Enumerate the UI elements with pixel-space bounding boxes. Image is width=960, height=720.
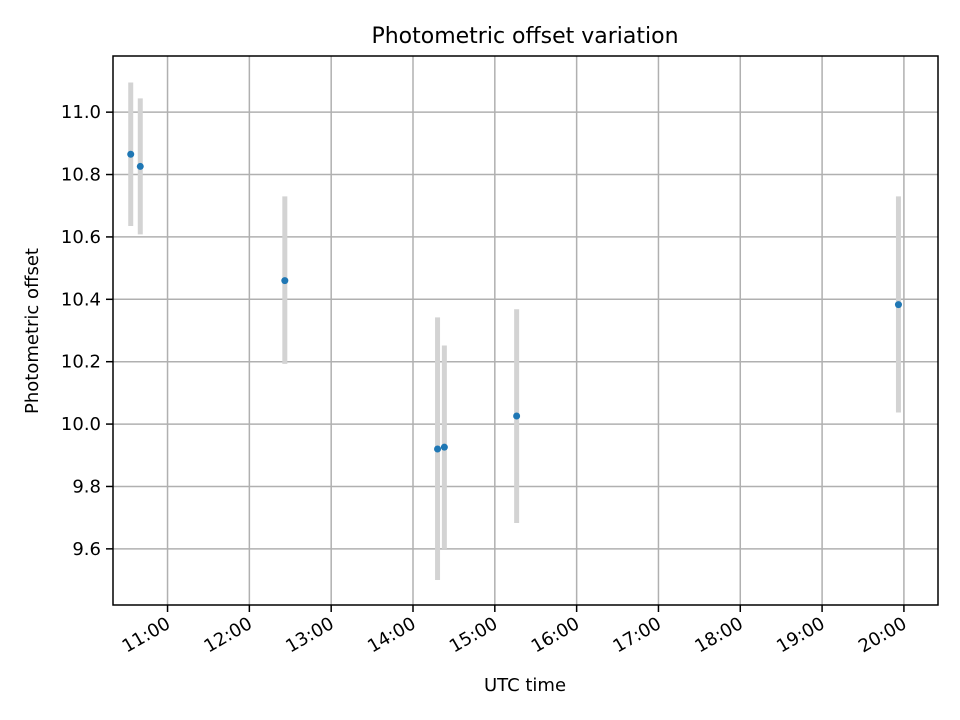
data-point bbox=[513, 412, 521, 420]
x-tick-label: 17:00 bbox=[610, 613, 665, 657]
chart-title: Photometric offset variation bbox=[371, 24, 678, 49]
x-tick-label: 20:00 bbox=[855, 613, 910, 657]
y-tick-label: 10.8 bbox=[61, 165, 101, 186]
y-tick-label: 9.8 bbox=[72, 476, 101, 497]
point-layer bbox=[127, 150, 902, 453]
data-point bbox=[136, 162, 144, 170]
data-point bbox=[434, 445, 442, 453]
y-tick-label: 10.0 bbox=[61, 414, 101, 435]
plot-frame bbox=[112, 55, 939, 606]
x-tick-label: 11:00 bbox=[119, 613, 174, 657]
x-tick-label: 14:00 bbox=[364, 613, 419, 657]
x-tick-label: 18:00 bbox=[691, 613, 746, 657]
y-tick-label: 10.2 bbox=[61, 352, 101, 373]
errorbar-layer bbox=[128, 82, 901, 581]
data-point bbox=[281, 277, 289, 285]
y-axis-label: Photometric offset bbox=[22, 248, 43, 414]
data-point bbox=[894, 301, 902, 309]
x-axis-label: UTC time bbox=[484, 675, 566, 696]
x-tick-label: 16:00 bbox=[528, 613, 583, 657]
x-tick-label: 15:00 bbox=[446, 613, 501, 657]
tick-layer: 11:00 12:00 13:00 14:00 15:00 16:00 17:00 18:00… bbox=[61, 102, 910, 657]
y-tick-label: 9.6 bbox=[72, 539, 101, 560]
y-tick-label: 11.0 bbox=[61, 102, 101, 123]
x-tick-label: 12:00 bbox=[200, 613, 255, 657]
x-tick-label: 13:00 bbox=[282, 613, 337, 657]
x-tick-label: 19:00 bbox=[773, 613, 828, 657]
data-point bbox=[127, 150, 135, 158]
y-tick-label: 10.6 bbox=[61, 227, 101, 248]
grid-layer bbox=[113, 56, 938, 605]
y-tick-label: 10.4 bbox=[61, 289, 101, 310]
data-point bbox=[440, 443, 448, 451]
